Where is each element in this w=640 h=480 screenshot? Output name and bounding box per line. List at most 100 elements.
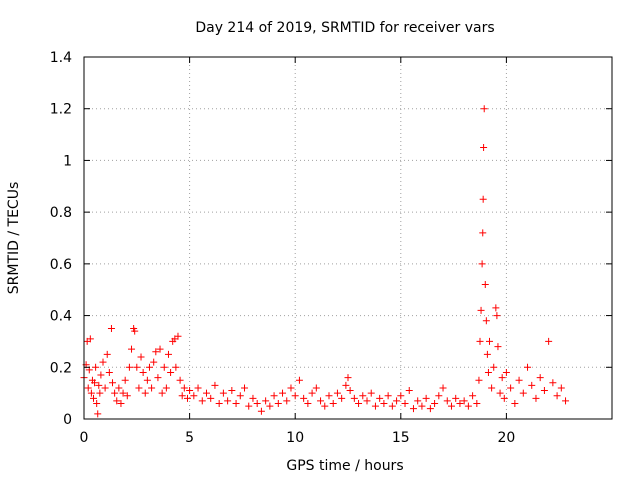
data-point (384, 392, 392, 400)
data-point (464, 402, 472, 410)
data-point (502, 368, 510, 376)
data-point (405, 387, 413, 395)
data-point (176, 376, 184, 384)
data-point (500, 394, 508, 402)
data-point (350, 394, 358, 402)
x-tick-label: 0 (80, 430, 89, 446)
data-point (393, 397, 401, 405)
data-point (511, 399, 519, 407)
data-point (178, 392, 186, 400)
data-point (456, 399, 464, 407)
data-point (236, 392, 244, 400)
data-point (219, 389, 227, 397)
data-point (107, 325, 115, 332)
data-point (344, 374, 352, 382)
data-point (439, 384, 447, 392)
data-point (477, 306, 485, 314)
data-point (190, 392, 198, 400)
data-point (215, 399, 223, 407)
data-point (103, 350, 111, 358)
data-point (460, 397, 468, 405)
data-point (291, 392, 299, 400)
data-point (133, 363, 141, 371)
data-point (346, 387, 354, 395)
data-point (87, 389, 95, 397)
data-point (325, 392, 333, 400)
data-point (91, 379, 99, 387)
data-point (128, 345, 136, 353)
data-point (540, 387, 548, 395)
data-point (135, 384, 143, 392)
data-point (113, 397, 121, 405)
data-point (279, 389, 287, 397)
data-point (198, 397, 206, 405)
data-point (109, 379, 117, 387)
data-point (270, 392, 278, 400)
series-layer (80, 105, 570, 418)
data-point (266, 402, 274, 410)
data-point (137, 353, 145, 361)
data-point (84, 384, 92, 392)
data-point (447, 402, 455, 410)
data-point (143, 376, 151, 384)
data-point (380, 399, 388, 407)
data-point (194, 384, 202, 392)
data-point (86, 335, 94, 343)
data-point (355, 399, 363, 407)
data-point (131, 327, 139, 335)
data-point (481, 281, 489, 289)
data-point (232, 399, 240, 407)
data-point (92, 363, 100, 371)
data-point (207, 394, 215, 402)
x-tick-label: 15 (392, 430, 410, 446)
y-tick-label: 0.2 (50, 360, 72, 376)
data-point (174, 332, 182, 340)
ticks: 0 5 10 15 20 0 0.2 0.4 0.6 0.8 1 1.2 1.4 (50, 50, 612, 446)
data-point (388, 402, 396, 410)
y-tick-label: 1 (63, 153, 72, 169)
data-point (371, 402, 379, 410)
data-point (241, 384, 249, 392)
data-point (312, 384, 320, 392)
data-point (164, 350, 172, 358)
data-point (475, 376, 483, 384)
data-point (119, 389, 127, 397)
y-tick-label: 0 (63, 412, 72, 428)
data-point (154, 374, 162, 382)
data-point (253, 399, 261, 407)
data-point (414, 397, 422, 405)
data-point (342, 381, 350, 389)
data-point (435, 392, 443, 400)
data-point (245, 402, 253, 410)
data-point (532, 394, 540, 402)
data-point (536, 374, 544, 382)
data-point (96, 389, 104, 397)
data-point (152, 348, 160, 356)
data-point (148, 384, 156, 392)
y-tick-label: 1.4 (50, 50, 72, 66)
data-point (97, 371, 105, 379)
data-point (409, 405, 417, 413)
data-point (101, 384, 109, 392)
data-point (158, 389, 166, 397)
data-point (111, 389, 119, 397)
data-point (397, 392, 405, 400)
data-point (492, 304, 500, 312)
data-point (490, 363, 498, 371)
data-point (156, 345, 164, 353)
data-point (484, 368, 492, 376)
data-point (287, 384, 295, 392)
data-point (426, 405, 434, 413)
data-point (401, 399, 409, 407)
data-point (557, 384, 565, 392)
data-point (123, 392, 131, 400)
data-point (93, 399, 101, 407)
data-point (162, 384, 170, 392)
data-point (141, 389, 149, 397)
data-point (186, 387, 194, 395)
data-point (304, 399, 312, 407)
data-point (274, 399, 282, 407)
data-point (524, 363, 532, 371)
data-point (211, 381, 219, 389)
